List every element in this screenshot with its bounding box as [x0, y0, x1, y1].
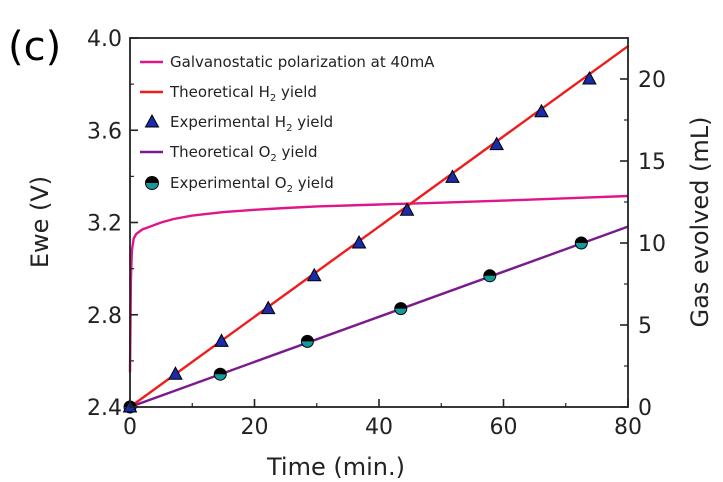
legend-theoretical-o2-main: Theoretical O [169, 143, 270, 161]
o2-point-top [575, 237, 588, 243]
y-left-tick-label: 3.6 [87, 119, 122, 144]
legend-experimental-o2-main: Experimental O [170, 174, 287, 192]
right-y-axis-ticks: 0 5 10 15 20 [620, 68, 666, 421]
o2-point-top [214, 368, 227, 375]
legend-experimental-o2-tail: yield [293, 174, 334, 192]
h2-point [534, 103, 549, 118]
legend-theoretical-h2-sub: 2 [270, 93, 276, 104]
legend-label-experimental-o2: Experimental O2 yield [170, 174, 334, 195]
legend-theoretical-o2-sub: 2 [270, 153, 276, 164]
legend-item-experimental-o2: Experimental O2 yield [145, 174, 334, 195]
h2-point [306, 267, 322, 282]
legend-item-experimental-h2: Experimental H2 yield [144, 113, 333, 134]
left-y-axis-ticks: 2.4 2.8 3.2 3.6 4.0 [87, 27, 138, 421]
x-axis-ticks: 0 20 40 60 80 [123, 399, 642, 440]
left-y-axis-title: Ewe (V) [26, 176, 54, 268]
y-right-tick-label: 10 [638, 232, 666, 257]
series-layer [122, 45, 629, 414]
x-tick-label: 40 [365, 415, 393, 440]
x-tick-label: 0 [123, 415, 137, 440]
y-left-tick-label: 2.4 [87, 396, 122, 421]
o2-point-top [301, 335, 314, 342]
h2-point [489, 136, 504, 151]
x-axis-title: Time (min.) [266, 453, 405, 481]
legend-experimental-h2-tail: yield [292, 113, 333, 131]
h2-point [399, 202, 415, 216]
o2-point-top [394, 302, 407, 309]
y-left-tick-label: 4.0 [87, 27, 122, 52]
x-tick-label: 80 [614, 415, 642, 440]
legend-marker-triangle [144, 113, 160, 128]
legend-item-galvanostatic: Galvanostatic polarization at 40mA [140, 53, 435, 71]
legend-label-theoretical-o2: Theoretical O2 yield [169, 143, 317, 164]
right-y-axis-title: Gas evolved (mL) [686, 116, 714, 327]
legend-item-theoretical-h2: Theoretical H2 yield [140, 83, 317, 104]
legend-experimental-h2-sub: 2 [286, 123, 292, 134]
legend-label-experimental-h2: Experimental H2 yield [170, 113, 333, 134]
legend-experimental-o2-sub: 2 [287, 184, 293, 195]
legend-theoretical-o2-tail: yield [277, 143, 318, 161]
legend-marker-circle-top [145, 176, 159, 183]
panel-label: (c) [8, 24, 61, 70]
y-right-tick-label: 20 [638, 68, 666, 93]
h2-point [168, 366, 183, 380]
h2-point [351, 234, 367, 249]
legend-experimental-h2-main: Experimental H [170, 113, 286, 131]
y-right-tick-label: 15 [638, 150, 666, 175]
legend-item-theoretical-o2: Theoretical O2 yield [140, 143, 317, 164]
h2-point [445, 169, 460, 183]
legend-theoretical-h2-main: Theoretical H [169, 83, 270, 101]
series-line-th_h2 [129, 45, 629, 408]
o2-point-top [483, 269, 496, 276]
series-line-galv [128, 194, 629, 373]
x-tick-label: 20 [241, 415, 269, 440]
legend-label-theoretical-h2: Theoretical H2 yield [169, 83, 317, 104]
y-right-tick-label: 0 [638, 396, 652, 421]
h2-point [214, 333, 229, 347]
y-left-tick-label: 3.2 [87, 212, 122, 237]
legend-label-galvanostatic: Galvanostatic polarization at 40mA [170, 53, 435, 71]
h2-point [260, 300, 276, 315]
legend-theoretical-h2-tail: yield [276, 83, 317, 101]
series-line-th_o2 [129, 225, 629, 409]
x-tick-label: 60 [490, 415, 518, 440]
y-left-tick-label: 2.8 [87, 304, 122, 329]
y-right-tick-label: 5 [638, 314, 652, 339]
h2-point [582, 70, 597, 85]
legend: Galvanostatic polarization at 40mA Theor… [140, 53, 435, 195]
